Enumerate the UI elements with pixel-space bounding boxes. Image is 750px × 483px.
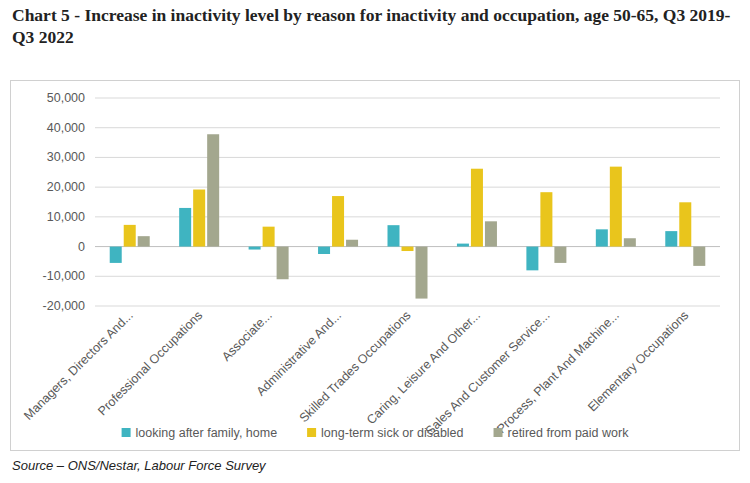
- bar: [457, 244, 469, 247]
- y-tick-label: 50,000: [47, 91, 85, 105]
- bar: [263, 227, 275, 247]
- x-tick-label: Skilled Trades Occupations: [297, 308, 414, 425]
- legend-swatch: [307, 428, 316, 437]
- grid-line: [95, 306, 720, 307]
- bar: [526, 247, 538, 271]
- x-tick-label: Caring, Leisure And Other...: [364, 308, 483, 427]
- legend-label: long-term sick or disabled: [321, 426, 463, 440]
- grid-line: [95, 127, 720, 128]
- bar: [665, 231, 677, 246]
- bar: [693, 247, 705, 266]
- legend-swatch: [494, 428, 503, 437]
- bar: [679, 202, 691, 246]
- bar: [332, 196, 344, 247]
- bar: [624, 238, 636, 246]
- legend-label: retired from paid work: [508, 426, 630, 440]
- bar: [207, 134, 219, 246]
- bar: [277, 247, 289, 280]
- x-tick-label: Sales And Customer Service...: [423, 308, 553, 438]
- bar: [540, 192, 552, 246]
- grid-line: [95, 98, 720, 99]
- x-tick-label: Elementary Occupations: [585, 308, 691, 414]
- source-note: Source – ONS/Nestar, Labour Force Survey: [12, 458, 266, 473]
- y-tick-label: 10,000: [47, 210, 85, 224]
- bar: [554, 247, 566, 263]
- y-tick-label: 0: [78, 240, 85, 254]
- legend: looking after family, home long-term sick…: [122, 426, 630, 440]
- chart: -20,000 -10,000 0 10,000 20,000 30,000 40,000 5…: [0, 0, 750, 483]
- grid-line: [95, 276, 720, 277]
- y-tick-label: 40,000: [47, 121, 85, 135]
- legend-swatch: [122, 428, 131, 437]
- y-tick-label: 30,000: [47, 150, 85, 164]
- bar: [471, 169, 483, 247]
- bar: [388, 225, 400, 246]
- bar: [402, 247, 414, 251]
- bar: [346, 240, 358, 247]
- bar: [249, 247, 261, 250]
- bar: [318, 247, 330, 254]
- bars: [110, 134, 706, 298]
- bar: [138, 236, 150, 246]
- x-tick-label: Professional Occupations: [95, 308, 205, 418]
- bar: [610, 167, 622, 247]
- bar: [179, 208, 191, 247]
- bar: [193, 190, 205, 247]
- y-tick-label: 20,000: [47, 180, 85, 194]
- bar: [596, 229, 608, 246]
- bar: [110, 247, 122, 263]
- legend-label: looking after family, home: [136, 426, 278, 440]
- y-tick-label: -20,000: [43, 299, 85, 313]
- grid-line: [95, 187, 720, 188]
- y-tick-label: -10,000: [43, 269, 85, 283]
- chart-frame: [11, 81, 740, 451]
- x-tick-label: Process, Plant And Machine...: [494, 308, 622, 436]
- bar: [124, 225, 136, 247]
- grid-line: [95, 157, 720, 158]
- x-tick-label: Managers, Directors And...: [21, 308, 136, 423]
- chart-title: Chart 5 - Increase in inactivity level b…: [12, 4, 740, 48]
- x-tick-label: Associate...: [219, 308, 275, 364]
- bar: [485, 221, 497, 246]
- bar: [416, 247, 428, 299]
